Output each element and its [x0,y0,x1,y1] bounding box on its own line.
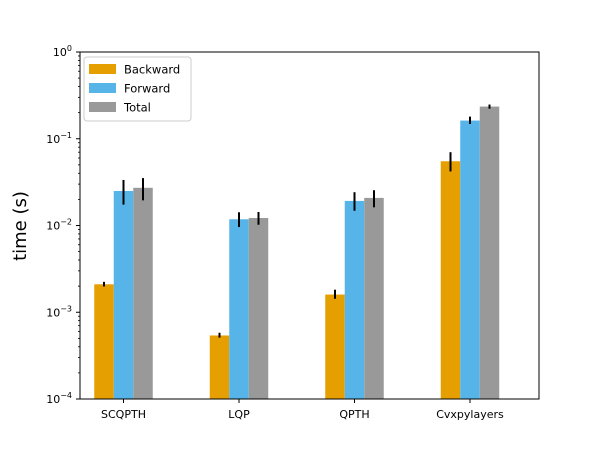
legend-swatch-forward [89,83,116,93]
y-tick-label: 10−3 [46,304,72,319]
x-tick-label-qpth: QPTH [339,408,369,421]
bar-backward-cvxpylayers [440,161,461,399]
legend-swatch-backward [89,64,116,74]
x-axis: SCQPTH LQP QPTH Cvxpylayers [101,399,504,421]
legend-label-forward: Forward [124,82,170,96]
bar-backward-scqpth [94,284,114,399]
bar-total-scqpth [133,187,153,399]
y-tick-label: 100 [53,44,72,59]
y-axis: 10−4 10−3 10−2 10−1 100 [46,44,80,406]
x-tick-label-cvxpylayers: Cvxpylayers [436,408,504,421]
bar-backward-qpth [325,294,345,399]
bar-forward-qpth [344,200,365,399]
x-tick-label-lqp: LQP [228,408,250,421]
legend-label-total: Total [123,101,151,115]
legend-label-backward: Backward [124,63,180,77]
bar-forward-scqpth [113,190,134,399]
y-tick-label: 10−1 [46,131,72,146]
y-tick-label: 10−4 [46,391,72,406]
x-tick-label-scqpth: SCQPTH [101,408,146,421]
bars-layer [94,106,500,399]
bar-total-cvxpylayers [479,106,500,399]
bar-forward-lqp [229,219,249,399]
bar-total-lqp [248,218,269,399]
bar-forward-cvxpylayers [460,120,480,399]
bar-backward-lqp [209,335,230,399]
y-axis-label: time (s) [10,191,31,261]
bar-total-qpth [364,197,384,399]
y-tick-label: 10−2 [46,218,72,233]
legend: Backward Forward Total [83,56,192,122]
error-bars-layer [103,104,491,338]
legend-swatch-total [89,102,116,112]
